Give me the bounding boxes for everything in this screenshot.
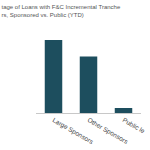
- svg-text:tage of Loans with F&C Increme: tage of Loans with F&C Incremental Tranc…: [2, 4, 121, 18]
- svg-text:Other Sponsors: Other Sponsors: [86, 116, 130, 146]
- svg-text:Large Sponsors: Large Sponsors: [51, 116, 95, 146]
- svg-text:Public le: Public le: [121, 116, 146, 135]
